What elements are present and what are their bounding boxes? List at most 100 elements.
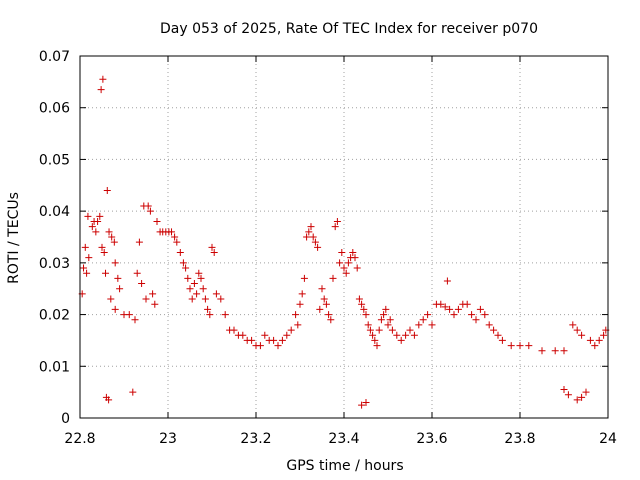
data-point — [153, 217, 161, 225]
data-point — [386, 316, 394, 324]
data-point — [578, 331, 586, 339]
y-tick-label: 0.05 — [39, 152, 70, 168]
data-point — [316, 305, 324, 313]
data-point — [377, 316, 385, 324]
data-point — [360, 305, 368, 313]
data-point — [88, 223, 96, 231]
data-point — [179, 259, 187, 267]
data-point — [325, 311, 333, 319]
data-point — [586, 336, 594, 344]
data-point — [560, 347, 568, 355]
x-axis-label: GPS time / hours — [286, 458, 403, 474]
data-point — [212, 290, 220, 298]
data-point — [468, 311, 476, 319]
data-point — [294, 321, 302, 329]
data-point — [210, 249, 218, 257]
data-point — [111, 305, 119, 313]
data-point — [578, 393, 586, 401]
y-tick-labels: 0 0.01 0.02 0.03 0.04 0.05 0.06 0.07 — [39, 49, 70, 427]
data-point — [307, 223, 315, 231]
data-point — [97, 86, 105, 94]
data-point — [342, 269, 350, 277]
data-point — [358, 300, 366, 308]
chart-title: Day 053 of 2025, Rate Of TEC Index for r… — [160, 21, 538, 37]
data-point — [424, 311, 432, 319]
data-point — [454, 305, 462, 313]
data-point — [393, 331, 401, 339]
data-point — [100, 249, 108, 257]
data-point — [314, 243, 322, 251]
data-point — [186, 285, 194, 293]
data-point — [131, 316, 139, 324]
data-point — [384, 321, 392, 329]
y-tick-label: 0.07 — [39, 49, 70, 65]
y-tick-label: 0.01 — [39, 359, 70, 375]
data-point — [450, 311, 458, 319]
data-point — [402, 331, 410, 339]
data-point — [320, 295, 328, 303]
data-point — [195, 269, 203, 277]
data-point — [98, 243, 106, 251]
data-point — [261, 331, 269, 339]
data-point — [340, 264, 348, 272]
x-tick-label: 23.2 — [240, 431, 271, 447]
data-point — [366, 326, 374, 334]
data-point — [274, 342, 282, 350]
data-point — [85, 254, 93, 262]
data-point — [116, 285, 124, 293]
data-point — [490, 326, 498, 334]
data-point — [108, 233, 116, 241]
data-point — [125, 311, 133, 319]
data-point — [283, 331, 291, 339]
data-point — [344, 259, 352, 267]
x-tick-label: 22.8 — [64, 431, 95, 447]
data-point — [397, 336, 405, 344]
data-point — [129, 388, 137, 396]
data-point — [476, 305, 484, 313]
tick-marks — [79, 55, 609, 419]
data-point — [206, 311, 214, 319]
data-point — [494, 331, 502, 339]
data-point — [371, 336, 379, 344]
data-point — [107, 295, 115, 303]
data-point — [443, 277, 451, 285]
data-point — [318, 285, 326, 293]
data-point — [303, 233, 311, 241]
data-point — [248, 336, 256, 344]
data-point — [322, 300, 330, 308]
data-point — [103, 186, 111, 194]
data-point — [446, 305, 454, 313]
data-point — [230, 326, 238, 334]
data-point — [102, 269, 110, 277]
data-point — [338, 249, 346, 257]
data-point — [171, 233, 179, 241]
data-point — [146, 207, 154, 215]
data-point — [573, 396, 581, 404]
y-tick-label: 0.04 — [39, 204, 70, 220]
data-point — [184, 274, 192, 282]
x-tick-label: 23 — [159, 431, 177, 447]
data-point — [369, 331, 377, 339]
data-point — [182, 264, 190, 272]
data-points — [78, 75, 610, 409]
data-point — [362, 311, 370, 319]
x-tick-label: 24 — [599, 431, 617, 447]
data-point — [188, 295, 196, 303]
data-point — [199, 285, 207, 293]
data-point — [111, 259, 119, 267]
data-point — [270, 336, 278, 344]
data-point — [600, 331, 608, 339]
data-point — [278, 336, 286, 344]
data-point — [375, 326, 383, 334]
data-point — [498, 336, 506, 344]
data-point — [311, 238, 319, 246]
x-tick-label: 23.6 — [416, 431, 447, 447]
data-point — [573, 326, 581, 334]
data-point — [94, 217, 102, 225]
data-point — [382, 305, 390, 313]
data-point — [81, 243, 89, 251]
y-tick-label: 0.03 — [39, 256, 70, 272]
data-point — [204, 305, 212, 313]
data-point — [190, 280, 198, 288]
